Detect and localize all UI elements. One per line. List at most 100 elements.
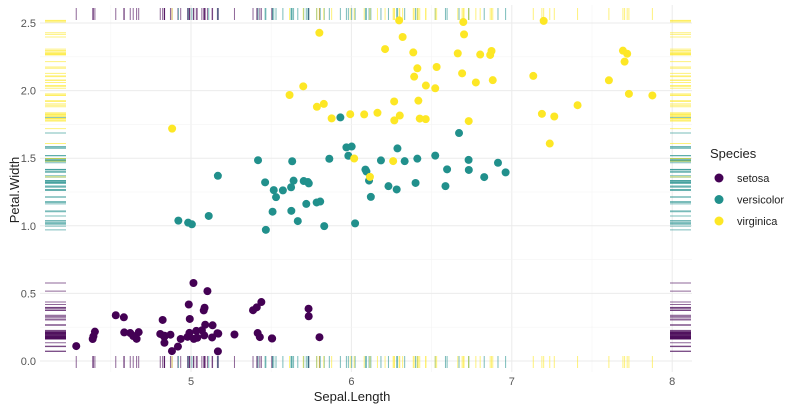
point-setosa — [166, 330, 175, 339]
point-versicolor — [366, 192, 375, 201]
point-setosa — [268, 334, 277, 343]
point-virginica — [315, 28, 324, 37]
point-virginica — [432, 63, 441, 72]
y-tick-label: 1.0 — [21, 221, 36, 233]
point-versicolor — [455, 129, 464, 138]
point-versicolor — [384, 182, 393, 191]
x-tick-label: 8 — [669, 376, 675, 388]
point-setosa — [120, 328, 129, 337]
point-versicolor — [213, 171, 222, 180]
y-tick-label: 0.5 — [21, 288, 36, 300]
point-setosa — [192, 326, 201, 335]
legend-key-virginica — [714, 216, 724, 226]
point-virginica — [390, 97, 399, 106]
point-virginica — [285, 90, 294, 99]
point-virginica — [409, 48, 418, 57]
point-setosa — [134, 328, 143, 337]
point-virginica — [319, 99, 328, 108]
point-versicolor — [316, 197, 325, 206]
point-setosa — [253, 329, 262, 338]
point-setosa — [257, 298, 266, 307]
point-setosa — [119, 313, 128, 322]
point-setosa — [189, 334, 198, 343]
point-setosa — [160, 338, 169, 347]
point-virginica — [476, 50, 485, 59]
point-versicolor — [347, 142, 356, 151]
point-versicolor — [278, 186, 287, 195]
point-virginica — [373, 108, 382, 117]
point-setosa — [315, 333, 324, 342]
point-virginica — [453, 49, 462, 58]
point-versicolor — [392, 185, 401, 194]
point-virginica — [389, 157, 398, 166]
point-versicolor — [411, 178, 420, 187]
points — [72, 16, 657, 356]
point-versicolor — [204, 211, 213, 220]
point-virginica — [312, 102, 321, 111]
point-setosa — [200, 331, 209, 340]
point-virginica — [398, 32, 407, 41]
point-virginica — [414, 96, 423, 105]
tick-labels: 5 6 7 8 0.0 0.5 1.0 1.5 2.0 2.5 — [21, 18, 676, 388]
point-versicolor — [261, 225, 270, 234]
point-virginica — [459, 18, 468, 27]
point-virginica — [421, 81, 430, 90]
point-versicolor — [288, 157, 297, 166]
x-tick-label: 7 — [509, 376, 515, 388]
point-setosa — [201, 320, 210, 329]
point-virginica — [545, 139, 554, 148]
point-setosa — [111, 311, 120, 320]
legend: Species setosa versicolor virginica — [710, 146, 784, 228]
point-setosa — [304, 312, 313, 321]
point-virginica — [390, 116, 399, 125]
point-setosa — [176, 334, 185, 343]
point-virginica — [604, 76, 613, 85]
point-versicolor — [351, 219, 360, 228]
point-virginica — [415, 114, 424, 123]
point-versicolor — [272, 193, 281, 202]
point-versicolor — [480, 173, 489, 182]
point-virginica — [299, 82, 308, 91]
point-setosa — [158, 315, 167, 324]
point-versicolor — [299, 177, 308, 186]
point-setosa — [184, 300, 193, 309]
point-virginica — [539, 16, 548, 25]
point-setosa — [252, 303, 261, 312]
point-setosa — [200, 303, 209, 312]
point-virginica — [410, 72, 419, 81]
point-setosa — [72, 342, 81, 351]
point-virginica — [529, 71, 538, 80]
point-versicolor — [464, 165, 473, 174]
point-virginica — [488, 76, 497, 85]
point-virginica — [486, 50, 495, 59]
point-setosa — [189, 279, 198, 288]
point-virginica — [395, 111, 404, 120]
legend-title: Species — [710, 146, 757, 161]
point-versicolor — [501, 168, 510, 177]
y-tick-label: 1.5 — [21, 153, 36, 165]
point-setosa — [213, 347, 222, 356]
legend-label-virginica: virginica — [737, 216, 778, 228]
point-virginica — [537, 109, 546, 118]
point-versicolor — [400, 157, 409, 166]
point-setosa — [185, 314, 194, 323]
point-versicolor — [413, 154, 422, 163]
point-versicolor — [336, 113, 345, 122]
point-versicolor — [393, 144, 402, 153]
x-tick-label: 6 — [348, 376, 354, 388]
point-versicolor — [269, 186, 278, 195]
point-virginica — [471, 78, 480, 87]
point-versicolor — [464, 155, 473, 164]
point-virginica — [395, 16, 404, 25]
point-setosa — [183, 332, 192, 341]
point-versicolor — [493, 158, 502, 167]
point-setosa — [203, 287, 212, 296]
point-versicolor — [302, 199, 311, 208]
point-virginica — [620, 57, 629, 66]
point-versicolor — [254, 156, 263, 165]
point-versicolor — [325, 154, 334, 163]
x-tick-label: 5 — [188, 376, 194, 388]
y-tick-label: 2.5 — [21, 18, 36, 30]
point-versicolor — [287, 183, 296, 192]
